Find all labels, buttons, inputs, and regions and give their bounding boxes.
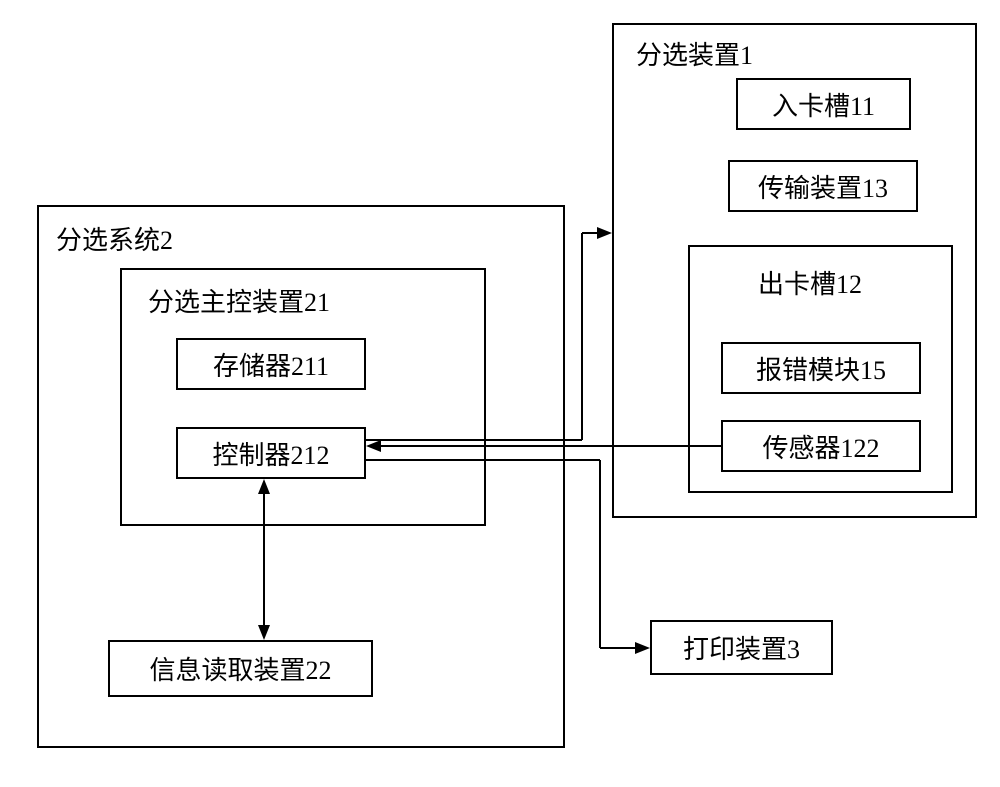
transport-device-label: 传输装置13 [758,168,888,205]
card-in-slot-label: 入卡槽11 [772,86,875,123]
sensor-label: 传感器122 [762,428,879,465]
transport-device-box: 传输装置13 [728,160,918,212]
error-module-box: 报错模块15 [721,342,921,394]
main-ctrl-title: 分选主控装置21 [148,282,330,319]
sorting-device-title: 分选装置1 [636,35,753,72]
printer-label: 打印装置3 [683,629,800,666]
controller-label: 控制器212 [212,435,329,472]
card-in-slot-box: 入卡槽11 [736,78,911,130]
info-reader-label: 信息读取装置22 [149,650,331,687]
memory-label: 存储器211 [213,346,329,383]
card-out-title: 出卡槽12 [758,264,862,301]
sorting-system-title: 分选系统2 [56,220,173,257]
printer-box: 打印装置3 [650,620,833,675]
diagram-canvas: 分选装置1 入卡槽11 传输装置13 出卡槽12 报错模块15 传感器122 分… [0,0,1000,787]
error-module-label: 报错模块15 [756,350,886,387]
controller-box: 控制器212 [176,427,366,479]
memory-box: 存储器211 [176,338,366,390]
info-reader-box: 信息读取装置22 [108,640,373,697]
sensor-box: 传感器122 [721,420,921,472]
